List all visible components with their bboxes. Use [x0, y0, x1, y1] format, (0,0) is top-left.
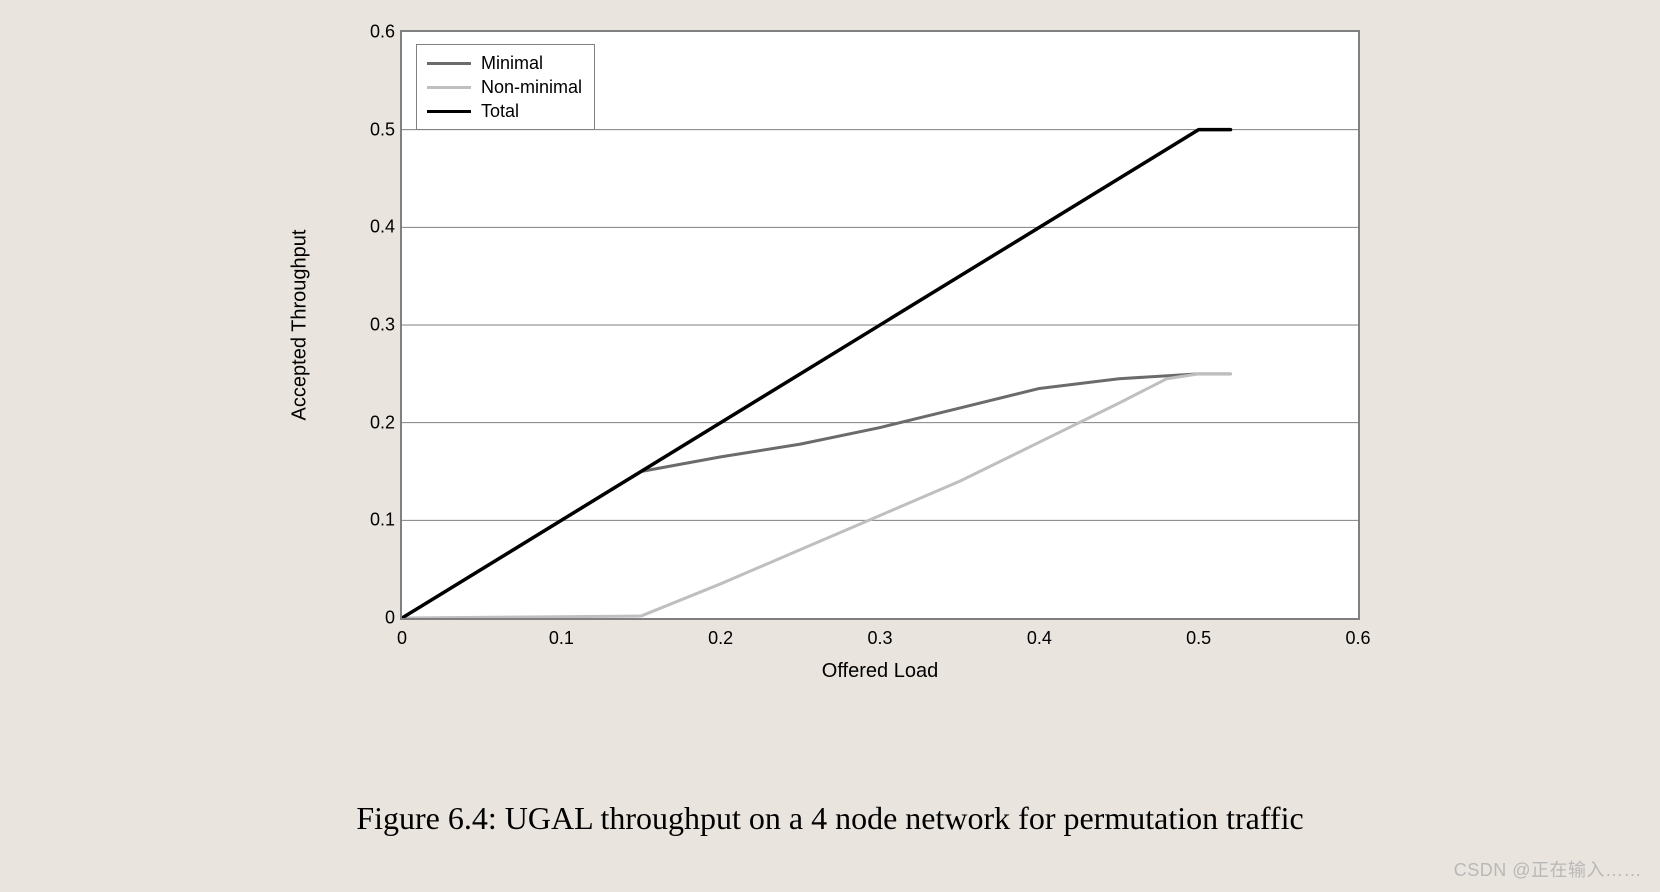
y-axis-label: Accepted Throughput	[289, 230, 312, 421]
legend-item-minimal: Minimal	[427, 51, 582, 75]
x-tick-label: 0.6	[1333, 628, 1383, 649]
y-tick-label: 0.1	[345, 510, 395, 531]
y-tick-label: 0.3	[345, 315, 395, 336]
legend-label-minimal: Minimal	[481, 53, 543, 74]
y-tick-label: 0.2	[345, 412, 395, 433]
legend-label-total: Total	[481, 101, 519, 122]
y-tick-label: 0.4	[345, 217, 395, 238]
legend-swatch-non-minimal	[427, 86, 471, 89]
series-total	[402, 130, 1231, 618]
legend-item-non-minimal: Non-minimal	[427, 75, 582, 99]
legend: Minimal Non-minimal Total	[416, 44, 595, 130]
figure-container: Accepted Throughput Offered Load 0 0.1 0.2…	[260, 10, 1400, 837]
x-tick-label: 0.3	[855, 628, 905, 649]
legend-label-non-minimal: Non-minimal	[481, 77, 582, 98]
series-non-minimal	[402, 374, 1231, 618]
x-tick-label: 0.5	[1174, 628, 1224, 649]
plot-area: Minimal Non-minimal Total	[400, 30, 1360, 620]
y-tick-label: 0	[345, 608, 395, 629]
legend-swatch-minimal	[427, 62, 471, 65]
figure-caption: Figure 6.4: UGAL throughput on a 4 node …	[260, 800, 1400, 837]
chart-outer: Accepted Throughput Offered Load 0 0.1 0.2…	[260, 10, 1400, 710]
y-tick-label: 0.6	[345, 22, 395, 43]
y-tick-label: 0.5	[345, 119, 395, 140]
x-tick-label: 0.4	[1014, 628, 1064, 649]
legend-swatch-total	[427, 110, 471, 113]
x-tick-label: 0	[377, 628, 427, 649]
legend-item-total: Total	[427, 99, 582, 123]
watermark: CSDN @正在输入……	[1454, 856, 1642, 882]
x-tick-label: 0.1	[536, 628, 586, 649]
x-axis-label: Offered Load	[822, 660, 938, 683]
x-tick-label: 0.2	[696, 628, 746, 649]
